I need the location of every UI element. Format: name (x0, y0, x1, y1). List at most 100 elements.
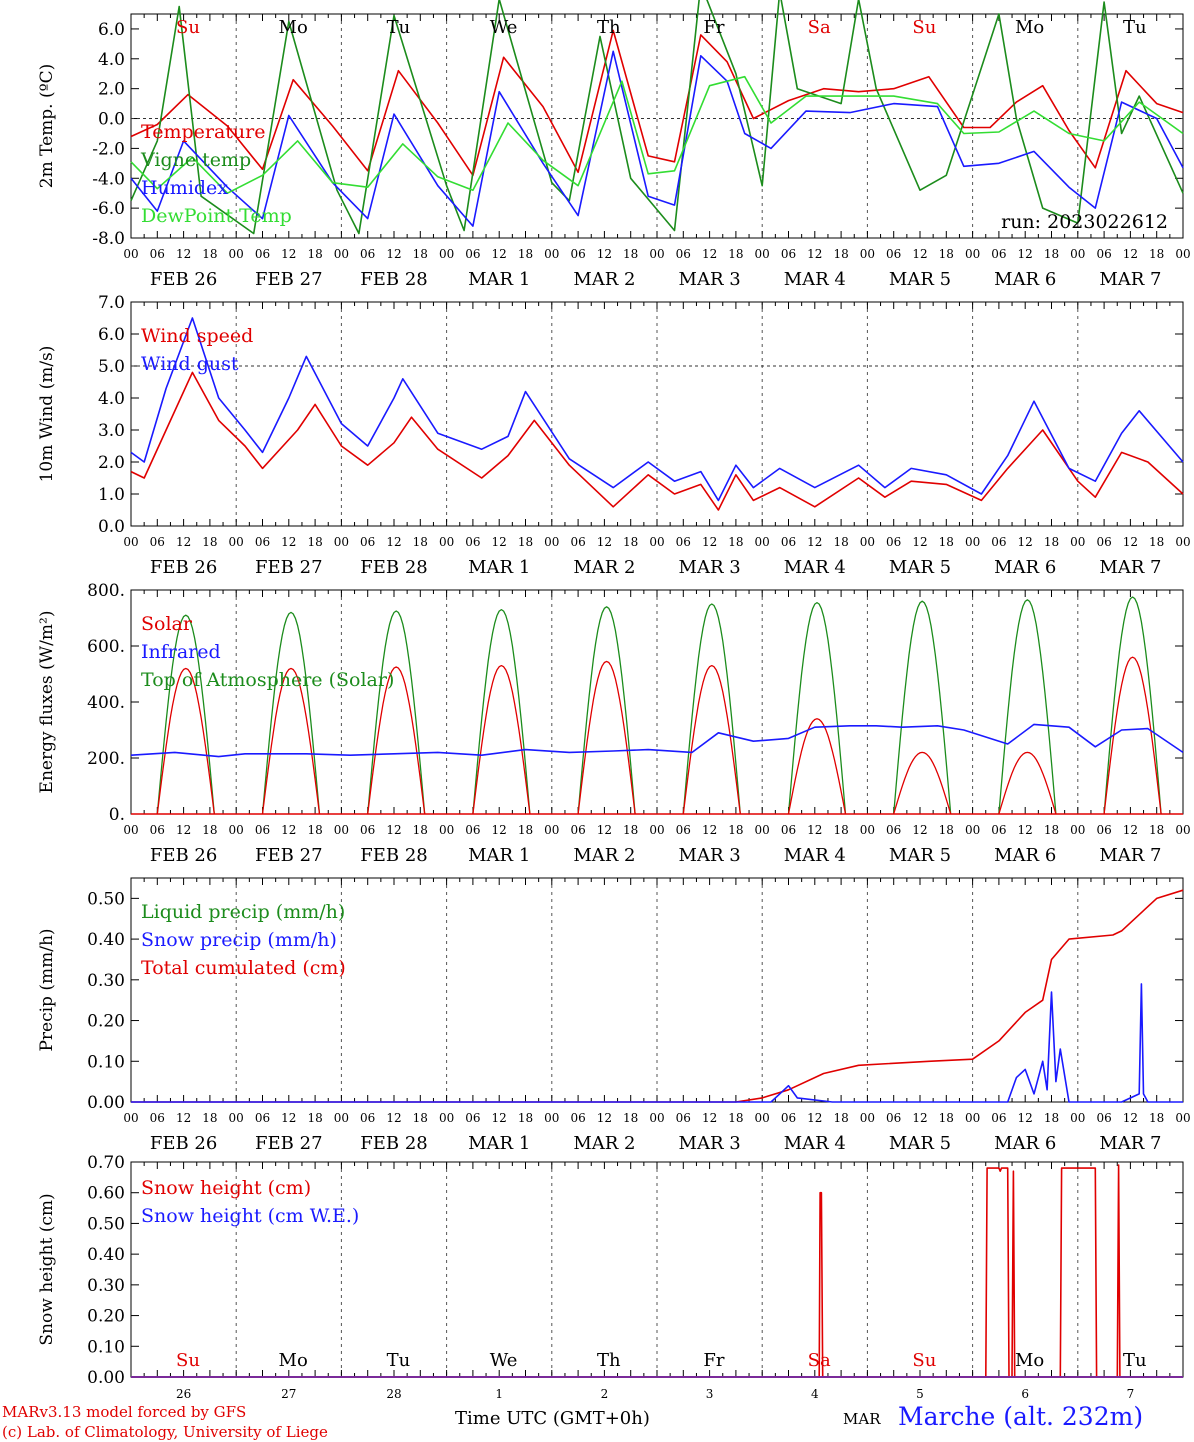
hour-label: 12 (492, 247, 507, 261)
y-tick-label: 0.40 (87, 930, 125, 950)
hour-label: 06 (991, 247, 1006, 261)
y-axis-title: 10m Wind (m/s) (37, 346, 57, 483)
hour-label: 18 (939, 823, 954, 837)
panel-3: Energy fluxes (W/m²) (37, 589, 1184, 815)
date-label: MAR 4 (784, 269, 846, 290)
day-number: 1 (495, 1387, 503, 1401)
hour-label: 06 (781, 247, 796, 261)
y-tick-label: 0.40 (87, 1245, 125, 1265)
y-axis-title: Precip (mm/h) (37, 928, 57, 1051)
legend-snow-height-cm-w-e-: Snow height (cm W.E.) (141, 1205, 359, 1227)
panel-4: Precip (mm/h) (37, 877, 1184, 1103)
hour-label: 06 (465, 247, 480, 261)
y-tick-label: 7.0 (98, 293, 125, 313)
hour-label: 18 (939, 247, 954, 261)
weekday-label: Sa (808, 1350, 831, 1371)
hour-label: 06 (781, 1111, 796, 1125)
panel-5: Snow height (cm) (37, 1161, 1184, 1378)
hour-label: 12 (702, 1111, 717, 1125)
y-tick-label: 0.70 (87, 1153, 125, 1173)
date-label: MAR 3 (679, 557, 741, 578)
y-tick-label: 4.0 (98, 389, 125, 409)
day-number: 5 (916, 1387, 924, 1401)
date-label: MAR 6 (994, 557, 1056, 578)
y-tick-label: 0.50 (87, 889, 125, 909)
hour-label: 06 (150, 1111, 165, 1125)
hour-label: 12 (281, 823, 296, 837)
date-label: MAR 7 (1099, 845, 1161, 866)
weekday-label: Su (912, 1350, 936, 1371)
y-tick-label: -2.0 (92, 139, 125, 159)
hour-label: 12 (176, 1111, 191, 1125)
hour-label: 00 (649, 247, 664, 261)
hour-label: 06 (360, 823, 375, 837)
legend-dewpoint-temp: DewPoint Temp (141, 205, 292, 227)
hour-label: 12 (702, 247, 717, 261)
hour-label: 00 (544, 1111, 559, 1125)
hour-label: 00 (860, 247, 875, 261)
day-number: 2 (601, 1387, 609, 1401)
hour-label: 00 (1175, 1111, 1190, 1125)
hour-label: 12 (1018, 535, 1033, 549)
hour-label: 12 (807, 247, 822, 261)
hour-label: 00 (860, 535, 875, 549)
hour-label: 18 (1044, 247, 1059, 261)
hour-label: 18 (413, 823, 428, 837)
hour-label: 06 (360, 247, 375, 261)
hour-label: 06 (781, 823, 796, 837)
hour-label: 18 (833, 535, 848, 549)
date-label: MAR 1 (468, 845, 530, 866)
hour-label: 18 (307, 535, 322, 549)
hour-label: 06 (255, 247, 270, 261)
y-tick-label: 2.0 (98, 453, 125, 473)
y-tick-label: -8.0 (92, 229, 125, 249)
hour-label: 18 (939, 535, 954, 549)
hour-label: 12 (1018, 823, 1033, 837)
hour-label: 12 (597, 1111, 612, 1125)
weekday-label: Sa (808, 17, 831, 38)
series-total-cumulated-cm- (131, 889, 1184, 1103)
hour-label: 06 (886, 247, 901, 261)
hour-label: 18 (728, 823, 743, 837)
hour-label: 12 (807, 535, 822, 549)
weekday-label: Fr (703, 17, 724, 38)
hour-label: 00 (439, 1111, 454, 1125)
date-label: MAR 5 (889, 557, 951, 578)
date-label: MAR 6 (994, 845, 1056, 866)
legend-infrared: Infrared (141, 641, 221, 663)
hour-label: 12 (912, 823, 927, 837)
date-label: FEB 27 (255, 845, 322, 866)
hour-label: 06 (360, 535, 375, 549)
hour-label: 18 (833, 247, 848, 261)
date-label: FEB 26 (150, 845, 217, 866)
toa-solar-arch (472, 608, 531, 815)
hour-label: 12 (912, 1111, 927, 1125)
hour-label: 12 (912, 535, 927, 549)
hour-label: 12 (281, 247, 296, 261)
date-label: MAR 5 (889, 269, 951, 290)
date-label: MAR 1 (468, 269, 530, 290)
legend-temperature: Temperature (141, 121, 265, 143)
legend-vigne-temp: Vigne temp (140, 149, 251, 171)
hour-label: 00 (965, 535, 980, 549)
hour-label: 12 (281, 535, 296, 549)
y-tick-label: 1.0 (98, 485, 125, 505)
date-label: MAR 7 (1099, 557, 1161, 578)
hour-label: 12 (176, 535, 191, 549)
weekday-label: Mo (279, 1350, 308, 1371)
solar-arch (787, 718, 847, 815)
lab-credit: (c) Lab. of Climatology, University of L… (2, 1423, 328, 1441)
toa-solar-arch (998, 599, 1057, 815)
hour-label: 18 (1044, 535, 1059, 549)
hour-label: 12 (386, 823, 401, 837)
date-label: MAR 6 (994, 269, 1056, 290)
place-label: Marche (alt. 232m) (898, 1402, 1144, 1431)
hour-label: 12 (1123, 247, 1138, 261)
hour-label: 18 (1044, 823, 1059, 837)
y-tick-label: -6.0 (92, 199, 125, 219)
hour-label: 18 (202, 823, 217, 837)
hour-label: 00 (123, 535, 138, 549)
y-tick-label: 2.0 (98, 80, 125, 100)
hour-label: 00 (123, 1111, 138, 1125)
hour-label: 00 (965, 823, 980, 837)
